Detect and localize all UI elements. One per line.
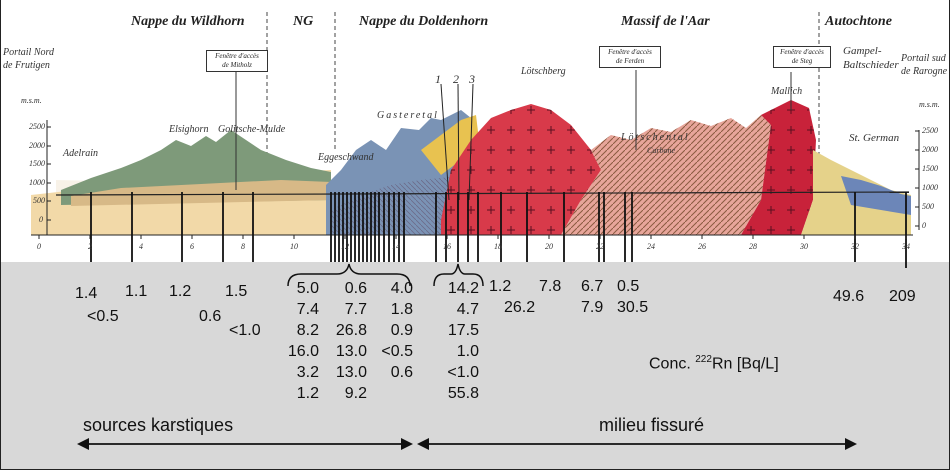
window-steg: Fenêtre d'accès de Steg: [773, 46, 831, 68]
place-carbone: Carbone: [647, 146, 675, 155]
msm-label-left: m.s.m.: [21, 96, 42, 105]
place-mallich: Mallich: [771, 86, 803, 97]
cluster-column-1: 5.0 7.4 8.2 16.0 3.2 1.2: [287, 280, 319, 402]
km-14: 14: [392, 242, 400, 251]
unit-title-autochtone: Autochtone: [825, 14, 892, 29]
place-elsighorn: Elsighorn: [169, 124, 209, 135]
value-g11: 209: [889, 288, 916, 305]
place-stgerman: St. German: [849, 132, 900, 144]
label-milieu-fissure: milieu fissuré: [599, 415, 705, 435]
km-10: 10: [290, 242, 298, 251]
elev-left-0: 0: [39, 215, 43, 224]
km-30: 30: [800, 242, 808, 251]
elev-right-500: 500: [922, 202, 934, 211]
value-g3-top: 1.2: [169, 283, 192, 300]
value-g4-top: 1.5: [225, 283, 248, 300]
value-g9-bottom: 30.5: [617, 299, 649, 316]
place-loetschental: Lötschental: [621, 132, 690, 143]
place-gampel: Gampel- Baltschieder: [843, 45, 899, 71]
fault-label-3: 3: [469, 72, 475, 86]
km-0: 0: [37, 242, 41, 251]
section-drawing: [1, 0, 949, 262]
fault-label-1: 1: [435, 72, 441, 86]
km-4: 4: [139, 242, 143, 251]
unit-title-doldenhorn: Nappe du Doldenhorn: [359, 14, 489, 29]
geological-cross-section: Nappe du Wildhorn NG Nappe du Doldenhorn…: [1, 0, 949, 262]
value-g9-top: 0.5: [617, 278, 640, 295]
value-g7-top: 7.8: [539, 278, 562, 295]
unit-title-ng: NG: [293, 14, 314, 29]
elev-right-1500: 1500: [922, 164, 938, 173]
elev-right-1000: 1000: [922, 183, 938, 192]
value-g5-low: <1.0: [229, 322, 261, 339]
km-2: 2: [88, 242, 92, 251]
value-g6-top: 1.2: [489, 278, 512, 295]
km-26: 26: [698, 242, 706, 251]
value-g4-mid: 0.6: [199, 308, 222, 325]
cluster-b-column: 14.2 4.7 17.5 1.0 <1.0 55.8: [447, 280, 479, 402]
panel-drawing: [77, 262, 907, 450]
km-8: 8: [241, 242, 245, 251]
value-g8-bottom: 7.9: [581, 299, 604, 316]
km-24: 24: [647, 242, 655, 251]
elev-left-1000: 1000: [29, 178, 45, 187]
portal-south: Portail sud de Rarogne: [901, 53, 948, 77]
unit-title-wildhorn: Nappe du Wildhorn: [131, 14, 245, 29]
value-g10: 49.6: [833, 288, 865, 305]
radon-measurement-panel: 1.4 <0.5 1.1 1.2 1.5 0.6 <1.0 5.0 7.4 8.…: [1, 262, 949, 469]
value-g6-bottom: 26.2: [504, 299, 536, 316]
place-eggeschwand: Eggeschwand: [318, 152, 374, 163]
km-22: 22: [596, 242, 604, 251]
place-gasteretal: Gasteretal: [377, 110, 439, 121]
elev-right-2000: 2000: [922, 145, 938, 154]
km-32: 32: [851, 242, 859, 251]
elev-left-2000: 2000: [29, 141, 45, 150]
unit-title-aar: Massif de l'Aar: [621, 14, 710, 29]
msm-label-right: m.s.m.: [919, 100, 940, 109]
km-28: 28: [749, 242, 757, 251]
km-6: 6: [190, 242, 194, 251]
km-16: 16: [443, 242, 451, 251]
window-mitholz: Fenêtre d'accès de Mitholz: [206, 50, 268, 72]
cluster-column-2: 0.6 7.7 26.8 13.0 13.0 9.2: [335, 280, 367, 402]
window-ferden: Fenêtre d'accès de Ferden: [599, 46, 661, 68]
cluster-column-3: 4.0 1.8 0.9 <0.5 0.6: [381, 280, 413, 381]
elev-left-500: 500: [33, 196, 45, 205]
concentration-label: Conc. 222Rn [Bq/L]: [649, 354, 779, 373]
elev-left-1500: 1500: [29, 159, 45, 168]
place-adelrain: Adelrain: [63, 148, 98, 159]
elev-right-2500: 2500: [922, 126, 938, 135]
value-g1-top: 1.4: [75, 285, 98, 302]
value-g2-top: 1.1: [125, 283, 148, 300]
portal-north: Portail Nord de Frutigen: [3, 47, 55, 71]
value-g1-bottom: <0.5: [87, 308, 119, 325]
fault-label-2: 2: [453, 72, 459, 86]
place-loetschberg: Lötschberg: [521, 66, 566, 77]
place-golitsche: Golitsche-Mulde: [218, 124, 286, 135]
label-sources-karstiques: sources karstiques: [83, 415, 234, 435]
km-34: 34: [902, 242, 910, 251]
elev-right-0: 0: [922, 221, 926, 230]
km-20: 20: [545, 242, 553, 251]
value-g8-top: 6.7: [581, 278, 604, 295]
elev-left-2500: 2500: [29, 122, 45, 131]
km-12: 12: [341, 242, 349, 251]
km-18: 18: [494, 242, 502, 251]
